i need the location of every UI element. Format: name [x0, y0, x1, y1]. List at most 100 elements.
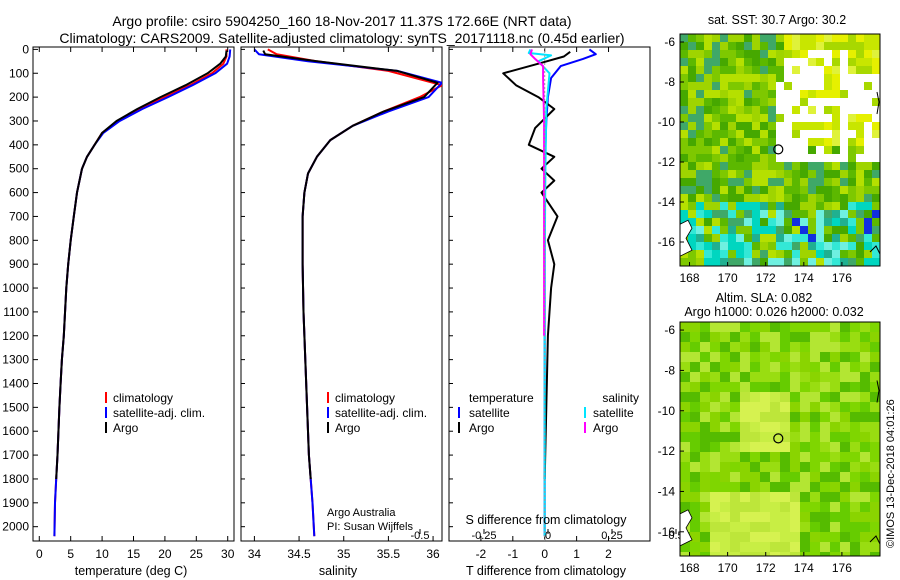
map-cell: [700, 372, 710, 382]
sst-map-frame: [679, 33, 881, 267]
map-cell: [816, 218, 824, 226]
map-cell: [816, 178, 824, 186]
map-cell: [872, 114, 880, 122]
map-cell: [848, 210, 856, 218]
map-cell: [840, 210, 848, 218]
map-cell: [750, 462, 760, 472]
map-cell: [824, 98, 832, 106]
map-cell: [776, 242, 784, 250]
map-cell: [848, 154, 856, 162]
map-cell: [832, 98, 840, 106]
map-cell: [816, 146, 824, 154]
map-cell: [720, 552, 730, 556]
map-cell: [856, 74, 864, 82]
map-cell: [820, 382, 830, 392]
map-cell: [720, 352, 730, 362]
map-cell: [770, 402, 780, 412]
map-cell: [840, 194, 848, 202]
map-cell: [744, 114, 752, 122]
map-cell: [750, 412, 760, 422]
map-cell: [700, 522, 710, 532]
map-cell: [720, 502, 730, 512]
map-cell: [712, 106, 720, 114]
map-cell: [752, 106, 760, 114]
map-cell: [800, 522, 810, 532]
map-cell: [704, 146, 712, 154]
map-cell: [728, 138, 736, 146]
map-cell: [740, 462, 750, 472]
map-cell: [824, 186, 832, 194]
map-cell: [712, 218, 720, 226]
map-cell: [840, 226, 848, 234]
map-cell: [832, 122, 840, 130]
map-cell: [820, 442, 830, 452]
map-cell: [712, 50, 720, 58]
map-cell: [864, 82, 872, 90]
map-cell: [728, 210, 736, 218]
map-cell: [720, 226, 728, 234]
map-cell: [680, 58, 688, 66]
map-cell: [750, 382, 760, 392]
map-cell: [688, 82, 696, 90]
map-cell: [690, 402, 700, 412]
map-cell: [824, 130, 832, 138]
map-cell: [680, 392, 690, 402]
x-tick-label: 30: [221, 547, 235, 561]
map-y-tick-label: -8: [664, 363, 675, 377]
temperature-xlabel: temperature (deg C): [75, 564, 188, 578]
map-cell: [784, 90, 792, 98]
map-cell: [752, 58, 760, 66]
map-cell: [840, 138, 848, 146]
map-cell: [830, 462, 840, 472]
map-cell: [752, 122, 760, 130]
map-cell: [840, 352, 850, 362]
map-cell: [780, 472, 790, 482]
map-cell: [790, 442, 800, 452]
map-cell: [680, 422, 690, 432]
map-cell: [770, 452, 780, 462]
map-cell: [864, 250, 872, 258]
map-cell: [810, 522, 820, 532]
map-cell: [750, 322, 760, 332]
map-cell: [816, 258, 824, 266]
map-cell: [808, 58, 816, 66]
map-cell: [680, 442, 690, 452]
map-cell: [864, 210, 872, 218]
map-cell: [728, 146, 736, 154]
map-cell: [792, 114, 800, 122]
map-cell: [728, 250, 736, 258]
map-cell: [776, 218, 784, 226]
map-cell: [730, 452, 740, 462]
map-cell: [808, 90, 816, 98]
map-cell: [864, 130, 872, 138]
map-cell: [696, 202, 704, 210]
map-cell: [816, 66, 824, 74]
map-cell: [816, 106, 824, 114]
map-cell: [728, 50, 736, 58]
map-cell: [872, 226, 880, 234]
map-cell: [792, 146, 800, 154]
map-cell: [800, 138, 808, 146]
map-cell: [704, 82, 712, 90]
map-cell: [740, 322, 750, 332]
map-cell: [810, 412, 820, 422]
map-cell: [872, 82, 880, 90]
map-cell: [840, 50, 848, 58]
map-cell: [790, 382, 800, 392]
map-cell: [690, 482, 700, 492]
map-cell: [712, 162, 720, 170]
difference-plot: [502, 48, 597, 537]
map-cell: [800, 512, 810, 522]
map-cell: [800, 130, 808, 138]
map-cell: [848, 146, 856, 154]
map-cell: [704, 74, 712, 82]
map-cell: [800, 114, 808, 122]
map-cell: [856, 114, 864, 122]
map-cell: [872, 234, 880, 242]
map-cell: [860, 412, 870, 422]
map-cell: [800, 342, 810, 352]
map-cell: [790, 422, 800, 432]
map-cell: [850, 532, 860, 542]
map-cell: [832, 242, 840, 250]
map-cell: [760, 412, 770, 422]
